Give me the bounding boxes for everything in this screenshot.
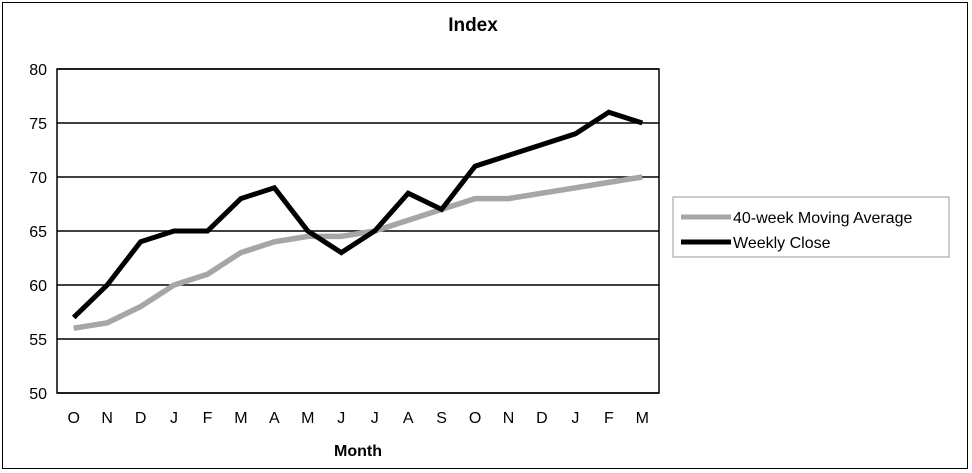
y-tick-label: 55 <box>29 332 47 349</box>
x-axis-label: Month <box>334 443 382 460</box>
x-tick-label: F <box>203 410 213 427</box>
x-tick-label: N <box>503 410 515 427</box>
x-tick-label: O <box>67 410 79 427</box>
x-tick-label: J <box>371 410 379 427</box>
series-line-40-week-moving-average <box>73 174 643 331</box>
x-tick-label: F <box>604 410 614 427</box>
y-axis-tick-labels: 50 55 60 65 70 75 80 <box>29 62 47 403</box>
chart-title: Index <box>448 15 498 36</box>
series-line-weekly-close <box>71 109 644 320</box>
x-tick-label: N <box>101 410 113 427</box>
y-tick-label: 65 <box>29 224 47 241</box>
x-tick-label: M <box>301 410 314 427</box>
y-tick-label: 50 <box>29 386 47 403</box>
y-tick-label: 75 <box>29 116 47 133</box>
x-tick-label: O <box>469 410 481 427</box>
x-tick-label: J <box>337 410 345 427</box>
x-tick-label: S <box>436 410 447 427</box>
x-tick-label: A <box>403 410 414 427</box>
x-tick-label: D <box>135 410 147 427</box>
y-tick-label: 60 <box>29 278 47 295</box>
x-tick-label: J <box>170 410 178 427</box>
x-tick-label: J <box>571 410 579 427</box>
y-tick-label: 70 <box>29 170 47 187</box>
y-tick-label: 80 <box>29 62 47 79</box>
series-lines <box>71 109 644 331</box>
x-tick-label: M <box>234 410 247 427</box>
legend-label: 40-week Moving Average <box>733 210 912 227</box>
legend: 40-week Moving Average Weekly Close <box>672 196 950 258</box>
plot-area-border <box>56 68 660 394</box>
legend-box <box>672 196 950 258</box>
legend-label: Weekly Close <box>733 235 831 252</box>
x-tick-label: A <box>269 410 280 427</box>
x-tick-label: D <box>536 410 548 427</box>
x-tick-label: M <box>636 410 649 427</box>
